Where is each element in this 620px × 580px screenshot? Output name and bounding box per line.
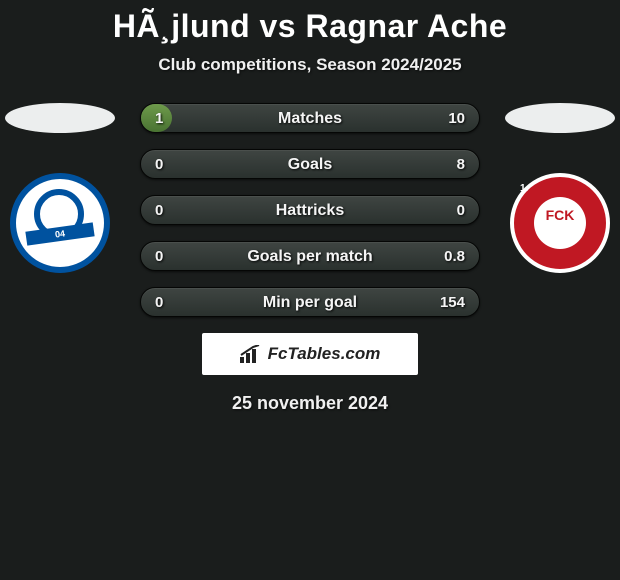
right-player-column: 1. FCK (500, 103, 620, 273)
comparison-body: 04 1. FCK 1Matches100Goals80Hattricks00G… (0, 103, 620, 414)
stat-label: Matches (141, 104, 479, 134)
stat-label: Goals per match (141, 242, 479, 272)
footer-brand: FcTables.com (202, 333, 418, 375)
left-player-column: 04 (0, 103, 120, 273)
subtitle: Club competitions, Season 2024/2025 (0, 55, 620, 75)
stat-bar: 0Goals per match0.8 (140, 241, 480, 271)
stat-bar: 1Matches10 (140, 103, 480, 133)
crest-text: FCK (514, 207, 606, 223)
stat-value-right: 154 (440, 288, 465, 318)
date-label: 25 november 2024 (0, 393, 620, 414)
stat-bars: 1Matches100Goals80Hattricks00Goals per m… (140, 103, 480, 317)
stat-value-right: 10 (448, 104, 465, 134)
team-crest-fck-icon: 1. FCK (510, 173, 610, 273)
stat-label: Goals (141, 150, 479, 180)
stat-bar: 0Min per goal154 (140, 287, 480, 317)
stat-value-right: 0 (457, 196, 465, 226)
stat-bar: 0Goals8 (140, 149, 480, 179)
crest-text: 04 (25, 222, 94, 245)
stat-value-right: 8 (457, 150, 465, 180)
page-title: HÃ¸jlund vs Ragnar Ache (0, 0, 620, 45)
player-silhouette-right (505, 103, 615, 133)
stat-label: Hattricks (141, 196, 479, 226)
stat-value-right: 0.8 (444, 242, 465, 272)
chart-icon (240, 345, 262, 363)
team-crest-schalke-icon: 04 (10, 173, 110, 273)
stat-bar: 0Hattricks0 (140, 195, 480, 225)
footer-brand-text: FcTables.com (268, 344, 381, 364)
player-silhouette-left (5, 103, 115, 133)
stat-label: Min per goal (141, 288, 479, 318)
crest-prefix: 1. (520, 183, 528, 194)
